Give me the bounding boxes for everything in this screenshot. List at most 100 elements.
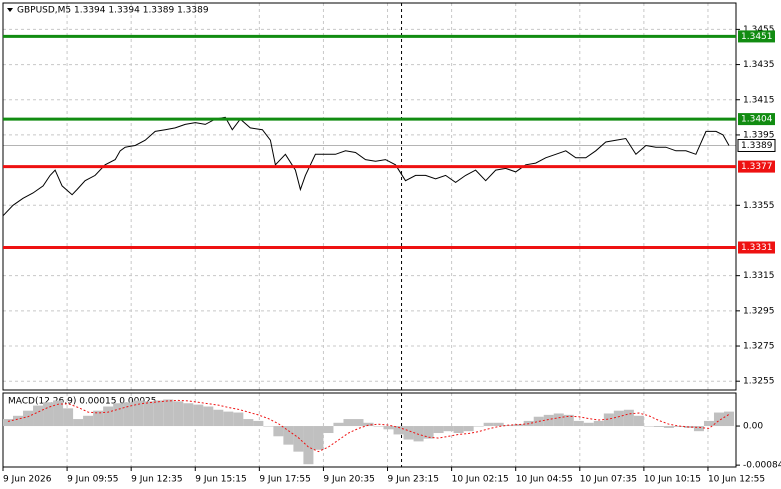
- macd-bar: [143, 401, 154, 427]
- macd-bar: [693, 426, 704, 432]
- level-label-box: [738, 160, 775, 173]
- macd-bar: [123, 402, 134, 427]
- macd-bar: [253, 420, 264, 427]
- macd-bar: [93, 410, 104, 427]
- level-label: 1.3404: [741, 115, 773, 125]
- level-label-box: [738, 113, 775, 126]
- x-tick-label: 9 Jun 2026: [3, 475, 52, 485]
- macd-bar: [433, 426, 444, 434]
- level-label: 1.3451: [741, 32, 773, 42]
- macd-bar: [363, 422, 374, 427]
- x-tick-label: 9 Jun 17:55: [259, 475, 310, 485]
- macd-bar: [313, 426, 324, 450]
- macd-bar: [453, 426, 464, 434]
- macd-bar: [383, 426, 394, 430]
- macd-bar: [73, 419, 84, 427]
- y-tick-label: 1.3315: [743, 271, 775, 281]
- macd-bar: [643, 426, 654, 427]
- macd-bar: [633, 415, 644, 427]
- macd-bar: [653, 426, 664, 427]
- last-price-label: 1.3389: [741, 141, 773, 151]
- macd-bar: [663, 426, 674, 428]
- level-label-box: [738, 30, 775, 43]
- macd-bar: [593, 420, 604, 427]
- macd-bar: [513, 424, 524, 427]
- y-tick-label: 1.3415: [743, 95, 775, 105]
- macd-bar: [173, 401, 184, 427]
- macd-bar: [623, 409, 634, 427]
- macd-bar: [43, 402, 54, 427]
- y-tick-label: -0.00084: [743, 461, 781, 471]
- macd-bar: [573, 420, 584, 427]
- macd-bar: [373, 426, 384, 427]
- macd-frame: [2, 392, 737, 468]
- macd-bar: [413, 426, 424, 442]
- y-tick-label: 1.3275: [743, 342, 775, 352]
- macd-bar: [233, 412, 244, 427]
- macd-bar: [63, 408, 74, 427]
- macd-bar: [533, 416, 544, 427]
- macd-bar: [13, 415, 24, 427]
- macd-bar: [83, 415, 94, 427]
- signal-line: [7, 399, 730, 453]
- macd-bar: [583, 422, 594, 427]
- x-tick-label: 10 Jun 02:15: [452, 475, 509, 485]
- macd-bar: [53, 400, 64, 427]
- macd-bar: [163, 399, 174, 427]
- macd-bar: [403, 426, 414, 440]
- price-line: [2, 116, 730, 217]
- y-tick-label: 1.3395: [743, 130, 775, 140]
- level-label-box: [738, 241, 775, 254]
- macd-bar: [133, 400, 144, 427]
- macd-bar: [23, 410, 34, 427]
- macd-bar: [483, 422, 494, 427]
- x-tick-label: 9 Jun 15:15: [195, 475, 246, 485]
- macd-bar: [343, 419, 354, 427]
- x-tick-label: 9 Jun 12:35: [131, 475, 182, 485]
- last-price-box: [737, 138, 776, 152]
- macd-bar: [673, 426, 684, 427]
- macd-bar: [553, 413, 564, 427]
- macd-bar: [443, 426, 454, 432]
- macd-bar: [393, 426, 404, 435]
- macd-bar: [293, 426, 304, 452]
- macd-bar: [213, 409, 224, 427]
- macd-title: MACD(12,26,9) 0.00015 0.00025: [8, 397, 157, 407]
- x-tick-label: 10 Jun 04:55: [516, 475, 573, 485]
- macd-bar: [243, 419, 254, 427]
- macd-bar: [33, 405, 44, 427]
- y-tick-label: 1.3255: [743, 377, 775, 387]
- macd-bar: [263, 426, 274, 427]
- x-tick-label: 10 Jun 12:55: [708, 475, 765, 485]
- macd-bar: [703, 420, 714, 427]
- level-label: 1.3377: [741, 162, 773, 172]
- macd-bar: [323, 426, 334, 434]
- macd-bar: [493, 422, 504, 427]
- macd-bar: [273, 426, 284, 437]
- macd-bar: [603, 413, 614, 427]
- x-tick-label: 9 Jun 09:55: [67, 475, 118, 485]
- y-tick-label: 1.3455: [743, 25, 775, 35]
- macd-bar: [613, 410, 624, 427]
- macd-bar: [463, 426, 474, 432]
- menu-arrow: [7, 8, 13, 12]
- macd-bar: [423, 426, 434, 439]
- macd-bar: [713, 412, 724, 427]
- macd-bar: [353, 419, 364, 427]
- macd-bar: [473, 426, 484, 427]
- level-label: 1.3331: [741, 243, 773, 253]
- y-tick-label: 0.00: [743, 422, 763, 432]
- x-tick-label: 9 Jun 20:35: [323, 475, 374, 485]
- macd-bar: [543, 414, 554, 427]
- x-tick-label: 10 Jun 07:35: [580, 475, 637, 485]
- chart-title: GBPUSD,M5 1.3394 1.3394 1.3389 1.3389: [17, 6, 209, 16]
- price-frame: [2, 2, 737, 391]
- macd-bar: [563, 414, 574, 427]
- x-tick-label: 10 Jun 10:15: [644, 475, 701, 485]
- macd-bar: [193, 404, 204, 427]
- macd-bar: [333, 422, 344, 427]
- macd-bar: [103, 406, 114, 427]
- y-tick-label: 1.3435: [743, 60, 775, 70]
- macd-bar: [283, 426, 294, 445]
